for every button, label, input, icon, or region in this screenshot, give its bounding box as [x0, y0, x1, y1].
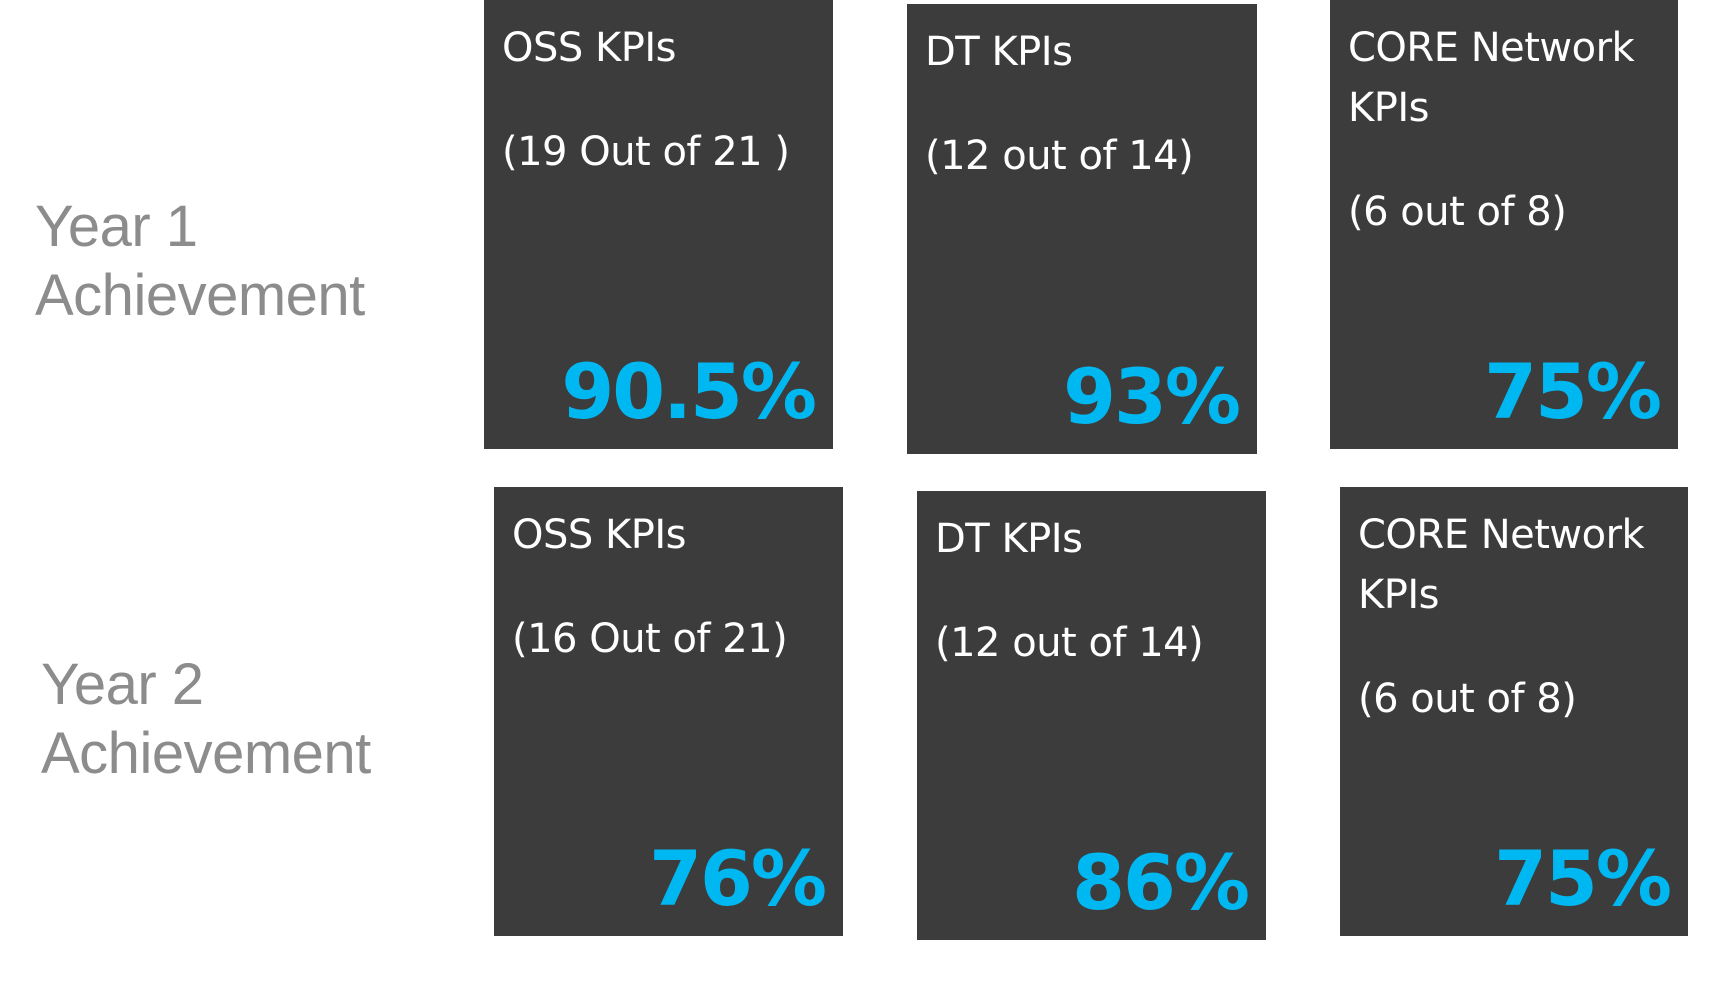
- card-count: (12 out of 14): [935, 620, 1204, 666]
- year-1-label: Year 1 Achievement: [35, 192, 365, 330]
- year-1-label-line1: Year 1: [35, 194, 198, 259]
- card-count: (19 Out of 21 ): [502, 129, 790, 175]
- card-percent: 90.5%: [561, 347, 817, 436]
- year-2-dt-kpi-card: DT KPIs (12 out of 14) 86%: [917, 491, 1266, 940]
- card-title: OSS KPIs: [512, 512, 686, 558]
- card-percent: 86%: [1072, 838, 1250, 927]
- year-1-dt-kpi-card: DT KPIs (12 out of 14) 93%: [907, 4, 1257, 454]
- card-title: CORE Network KPIs: [1358, 512, 1645, 618]
- card-count: (6 out of 8): [1348, 189, 1567, 235]
- card-percent: 75%: [1484, 347, 1662, 436]
- year-2-label-line1: Year 2: [41, 652, 204, 717]
- year-1-core-network-kpi-card: CORE Network KPIs (6 out of 8) 75%: [1330, 0, 1678, 449]
- year-1-oss-kpi-card: OSS KPIs (19 Out of 21 ) 90.5%: [484, 0, 833, 449]
- card-title: DT KPIs: [935, 516, 1083, 562]
- card-title: CORE Network KPIs: [1348, 25, 1635, 131]
- year-2-label-line2: Achievement: [41, 721, 371, 786]
- card-percent: 75%: [1494, 834, 1672, 923]
- year-2-core-network-kpi-card: CORE Network KPIs (6 out of 8) 75%: [1340, 487, 1688, 936]
- year-2-oss-kpi-card: OSS KPIs (16 Out of 21) 76%: [494, 487, 843, 936]
- card-count: (6 out of 8): [1358, 676, 1577, 722]
- year-1-label-line2: Achievement: [35, 263, 365, 328]
- card-percent: 93%: [1063, 352, 1241, 441]
- card-percent: 76%: [649, 834, 827, 923]
- card-title: DT KPIs: [925, 29, 1073, 75]
- year-2-label: Year 2 Achievement: [41, 650, 371, 788]
- card-count: (16 Out of 21): [512, 616, 788, 662]
- card-title: OSS KPIs: [502, 25, 676, 71]
- card-count: (12 out of 14): [925, 133, 1194, 179]
